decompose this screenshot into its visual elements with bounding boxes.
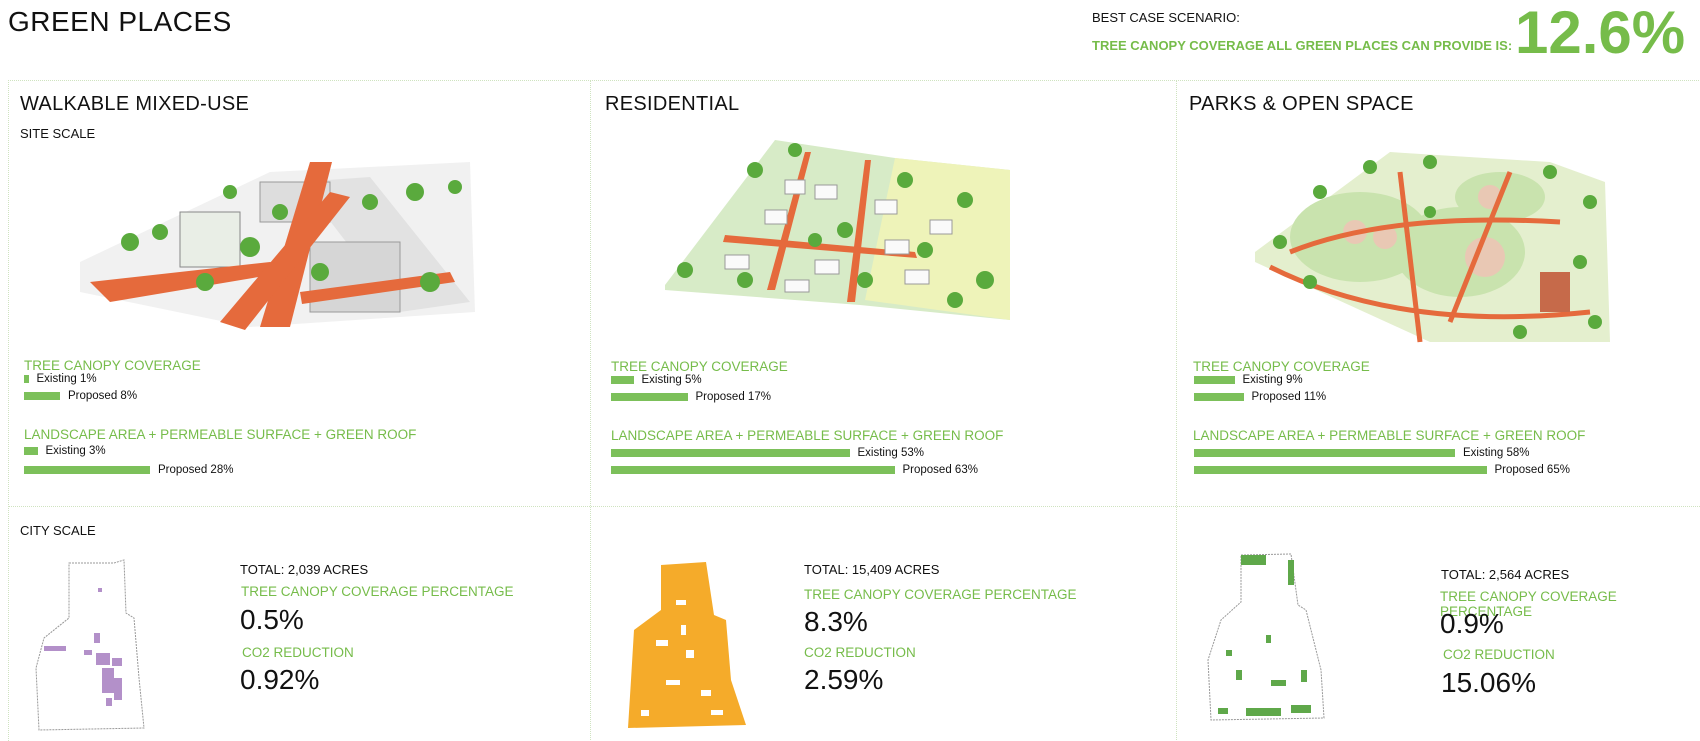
column-heading-parks: PARKS & OPEN SPACE xyxy=(1189,93,1414,115)
column-divider xyxy=(1176,80,1177,740)
best-case-label: BEST CASE SCENARIO: xyxy=(1092,10,1240,25)
city-canopy-value-mixed-use: 0.5% xyxy=(240,604,304,635)
city-co2-label-mixed-use: CO2 REDUCTION xyxy=(242,645,354,660)
canopy-label-mixed-use: TREE CANOPY COVERAGE xyxy=(24,358,201,373)
column-heading-mixed-use: WALKABLE MIXED-USE xyxy=(20,93,250,115)
landscape-proposed-label-parks: Proposed 65% xyxy=(1494,464,1570,476)
landscape-proposed-label-mixed-use: Proposed 28% xyxy=(158,464,234,476)
site-illustration-mixed-use xyxy=(80,162,475,330)
page-title: GREEN PLACES xyxy=(8,6,232,37)
site-scale-label: SITE SCALE xyxy=(20,126,96,141)
city-map-parks xyxy=(1207,553,1325,721)
panel-frame xyxy=(8,80,1700,741)
city-scale-label: CITY SCALE xyxy=(20,523,96,538)
canopy-existing-label-parks: Existing 9% xyxy=(1242,374,1303,386)
landscape-existing-label-mixed-use: Existing 3% xyxy=(45,445,106,457)
city-co2-label-residential: CO2 REDUCTION xyxy=(804,645,916,660)
city-co2-value-parks: 15.06% xyxy=(1441,667,1536,698)
landscape-proposed-bar-parks xyxy=(1194,466,1487,474)
landscape-label-residential: LANDSCAPE AREA + PERMEABLE SURFACE + GRE… xyxy=(611,428,1004,443)
site-illustration-parks xyxy=(1255,152,1610,343)
city-co2-label-parks: CO2 REDUCTION xyxy=(1443,647,1555,662)
city-total-residential: TOTAL: 15,409 ACRES xyxy=(804,562,940,577)
landscape-proposed-bar-residential xyxy=(611,466,895,474)
row-divider xyxy=(8,506,1700,507)
landscape-label-parks: LANDSCAPE AREA + PERMEABLE SURFACE + GRE… xyxy=(1193,428,1586,443)
landscape-proposed-bar-mixed-use xyxy=(24,466,150,474)
column-divider xyxy=(590,80,591,740)
site-illustration-residential xyxy=(665,140,1010,320)
column-heading-residential: RESIDENTIAL xyxy=(605,93,740,115)
canopy-existing-label-residential: Existing 5% xyxy=(641,374,702,386)
canopy-proposed-label-residential: Proposed 17% xyxy=(695,391,771,403)
city-map-mixed-use xyxy=(35,559,145,731)
best-case-subtitle: TREE CANOPY COVERAGE ALL GREEN PLACES CA… xyxy=(1092,38,1513,53)
landscape-existing-label-parks: Existing 58% xyxy=(1463,447,1530,459)
landscape-existing-bar-mixed-use xyxy=(24,447,38,455)
city-total-parks: TOTAL: 2,564 ACRES xyxy=(1441,567,1570,582)
canopy-existing-label-mixed-use: Existing 1% xyxy=(36,373,97,385)
canopy-proposed-label-parks: Proposed 11% xyxy=(1251,391,1327,403)
canopy-proposed-bar-parks xyxy=(1194,393,1244,401)
landscape-existing-bar-parks xyxy=(1194,449,1455,457)
city-co2-value-residential: 2.59% xyxy=(804,664,884,695)
city-canopy-label-residential: TREE CANOPY COVERAGE PERCENTAGE xyxy=(804,587,1077,602)
city-canopy-label-mixed-use: TREE CANOPY COVERAGE PERCENTAGE xyxy=(241,584,514,599)
city-map-residential xyxy=(628,562,746,728)
landscape-existing-bar-residential xyxy=(611,449,850,457)
canopy-label-residential: TREE CANOPY COVERAGE xyxy=(611,359,788,374)
canopy-proposed-bar-mixed-use xyxy=(24,392,60,400)
canopy-existing-bar-parks xyxy=(1194,376,1235,384)
canopy-label-parks: TREE CANOPY COVERAGE xyxy=(1193,359,1370,374)
city-canopy-value-residential: 8.3% xyxy=(804,606,868,637)
landscape-label-mixed-use: LANDSCAPE AREA + PERMEABLE SURFACE + GRE… xyxy=(24,427,417,442)
city-total-mixed-use: TOTAL: 2,039 ACRES xyxy=(240,562,369,577)
best-case-value: 12.6% xyxy=(1515,0,1686,66)
canopy-proposed-label-mixed-use: Proposed 8% xyxy=(68,390,138,402)
city-co2-value-mixed-use: 0.92% xyxy=(240,664,320,695)
landscape-existing-label-residential: Existing 53% xyxy=(857,447,924,459)
city-canopy-label-parks: TREE CANOPY COVERAGE PERCENTAGE xyxy=(1440,589,1617,619)
canopy-proposed-bar-residential xyxy=(611,393,688,401)
canopy-existing-bar-mixed-use xyxy=(24,375,29,383)
city-canopy-value-parks: 0.9% xyxy=(1440,608,1504,639)
landscape-proposed-label-residential: Proposed 63% xyxy=(902,464,978,476)
canopy-existing-bar-residential xyxy=(611,376,634,384)
